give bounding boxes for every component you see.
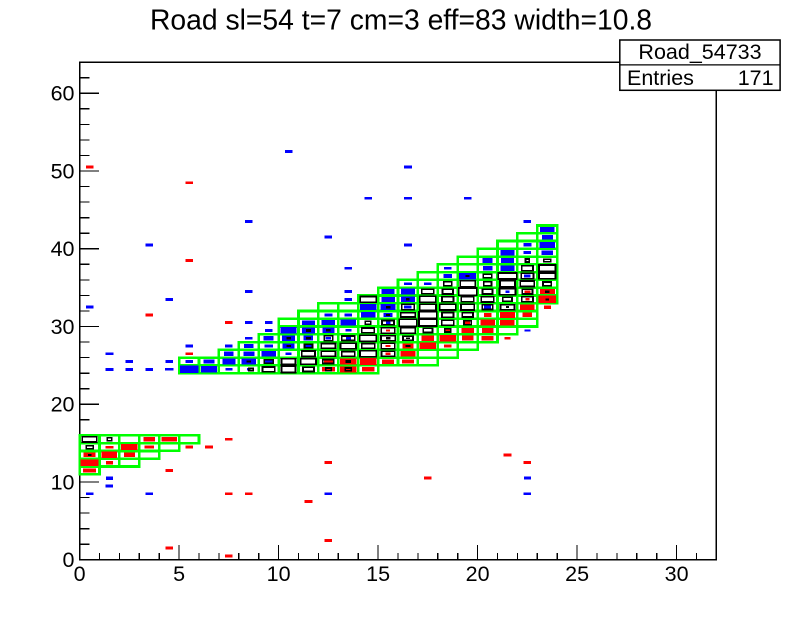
svg-text:0: 0 — [63, 548, 75, 572]
svg-text:Road sl=54 t=7 cm=3 eff=83 wid: Road sl=54 t=7 cm=3 eff=83 width=10.8 — [150, 4, 652, 36]
svg-text:20: 20 — [51, 393, 75, 417]
svg-text:40: 40 — [51, 237, 75, 261]
svg-text:10: 10 — [267, 562, 291, 586]
svg-text:50: 50 — [51, 159, 75, 183]
svg-text:10: 10 — [51, 470, 75, 494]
svg-text:30: 30 — [665, 562, 689, 586]
svg-text:Entries: Entries — [627, 66, 694, 90]
svg-text:0: 0 — [74, 562, 86, 586]
svg-text:25: 25 — [565, 562, 589, 586]
svg-text:Road_54733: Road_54733 — [638, 40, 761, 64]
svg-text:15: 15 — [366, 562, 390, 586]
svg-text:20: 20 — [466, 562, 490, 586]
svg-text:171: 171 — [738, 66, 774, 90]
svg-text:30: 30 — [51, 315, 75, 339]
svg-text:60: 60 — [51, 82, 75, 106]
svg-text:5: 5 — [173, 562, 185, 586]
